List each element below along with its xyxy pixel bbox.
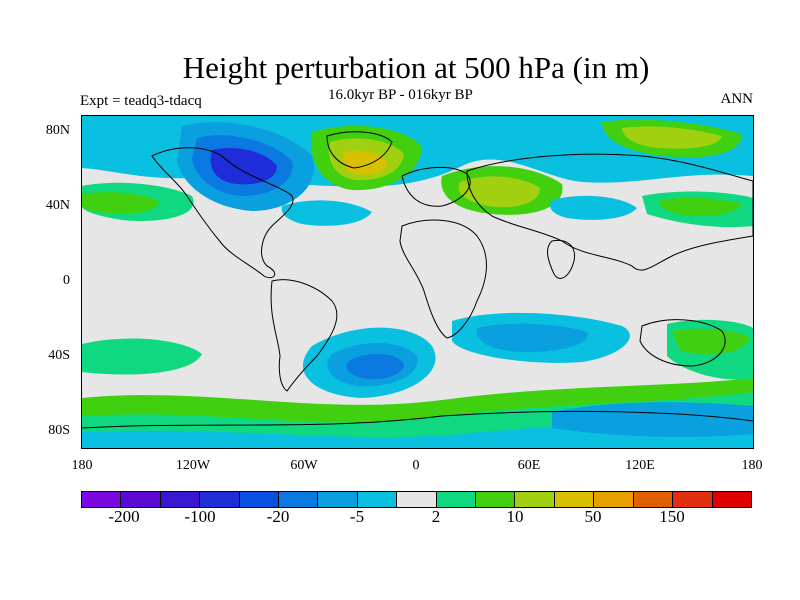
colorbar-cell (318, 492, 358, 507)
field-region-central-asia-cyan (550, 195, 637, 220)
colorbar-label: -100 (184, 507, 216, 526)
coastline-asia (466, 153, 753, 271)
lat-label-40s: 40S (48, 348, 70, 363)
field-region-arctic-core (622, 126, 722, 149)
colorbar-cell (712, 492, 751, 507)
field-region-asia-core (659, 197, 742, 216)
coastline-australia (639, 319, 726, 367)
experiment-label: Expt = teadq3-tdacq (80, 93, 202, 109)
field-region-antarctic-blue (82, 414, 753, 448)
colorbar-label: -20 (266, 507, 290, 526)
colorbar-cell (82, 492, 122, 507)
coastline-antarctica (82, 410, 753, 429)
coastline-africa (399, 219, 487, 339)
field-region-north-atlantic-cyan (281, 200, 372, 226)
lon-label-120w: 120W (175, 458, 211, 473)
colorbar-cell (357, 492, 398, 507)
coastlines (82, 131, 753, 429)
colorbar-cell (554, 492, 595, 507)
coastline-europe (401, 166, 471, 207)
colorbar-cell (397, 492, 437, 507)
colorbar-cell (673, 492, 713, 507)
field-region-tasman-green (672, 328, 750, 355)
field-region-south-atlantic-deep (346, 353, 404, 380)
colorbar-cell (121, 492, 161, 507)
lat-label-80s: 80S (48, 423, 70, 438)
colorbar-label: -200 (108, 507, 140, 526)
colorbar-cell (200, 492, 240, 507)
colorbar-cell (594, 492, 634, 507)
world-map (81, 115, 754, 449)
colorbar-cell (436, 492, 477, 507)
season-label: ANN (720, 91, 754, 107)
lon-label-60e: 60E (517, 458, 541, 473)
colorbar-label: 150 (659, 507, 685, 526)
colorbar-cell (160, 492, 201, 507)
colorbar-cell (633, 492, 674, 507)
field-region-greenland-peak (342, 150, 388, 175)
colorbar-label: 2 (431, 507, 441, 526)
lon-label-60w: 60W (290, 458, 318, 473)
colorbar-cell (476, 492, 516, 507)
height-perturbation-field (82, 116, 753, 448)
period-label: 16.0kyr BP - 016kyr BP (328, 87, 473, 103)
field-region-north-america-deep (210, 147, 277, 185)
lat-label-0: 0 (63, 273, 70, 288)
field-region-south-pacific-green (82, 338, 202, 375)
lon-label-0: 0 (412, 458, 420, 473)
lon-label-120e: 120E (625, 458, 655, 473)
field-region-indian-core (476, 323, 588, 352)
lat-label-80n: 80N (45, 123, 70, 138)
colorbar-cell (239, 492, 280, 507)
plot-title: Height perturbation at 500 hPa (in m) (182, 50, 650, 85)
coastline-south-america (270, 279, 338, 392)
coastline-north-america (151, 147, 294, 279)
coastline-india (547, 239, 576, 279)
colorbar-cell (515, 492, 555, 507)
field-region-eurasia-core (458, 176, 540, 208)
lon-label-180e: 180 (741, 458, 763, 473)
colorbar (81, 491, 752, 508)
lat-label-40n: 40N (45, 198, 70, 213)
field-region-north-pacific-core (82, 192, 160, 214)
colorbar-cell (279, 492, 319, 507)
lon-label-180w: 180 (71, 458, 93, 473)
colorbar-label: 50 (584, 507, 602, 526)
colorbar-label: 10 (506, 507, 524, 526)
field-region-antarctic-deep (552, 402, 753, 437)
colorbar-label: -5 (349, 507, 365, 526)
coastline-greenland (326, 131, 393, 169)
